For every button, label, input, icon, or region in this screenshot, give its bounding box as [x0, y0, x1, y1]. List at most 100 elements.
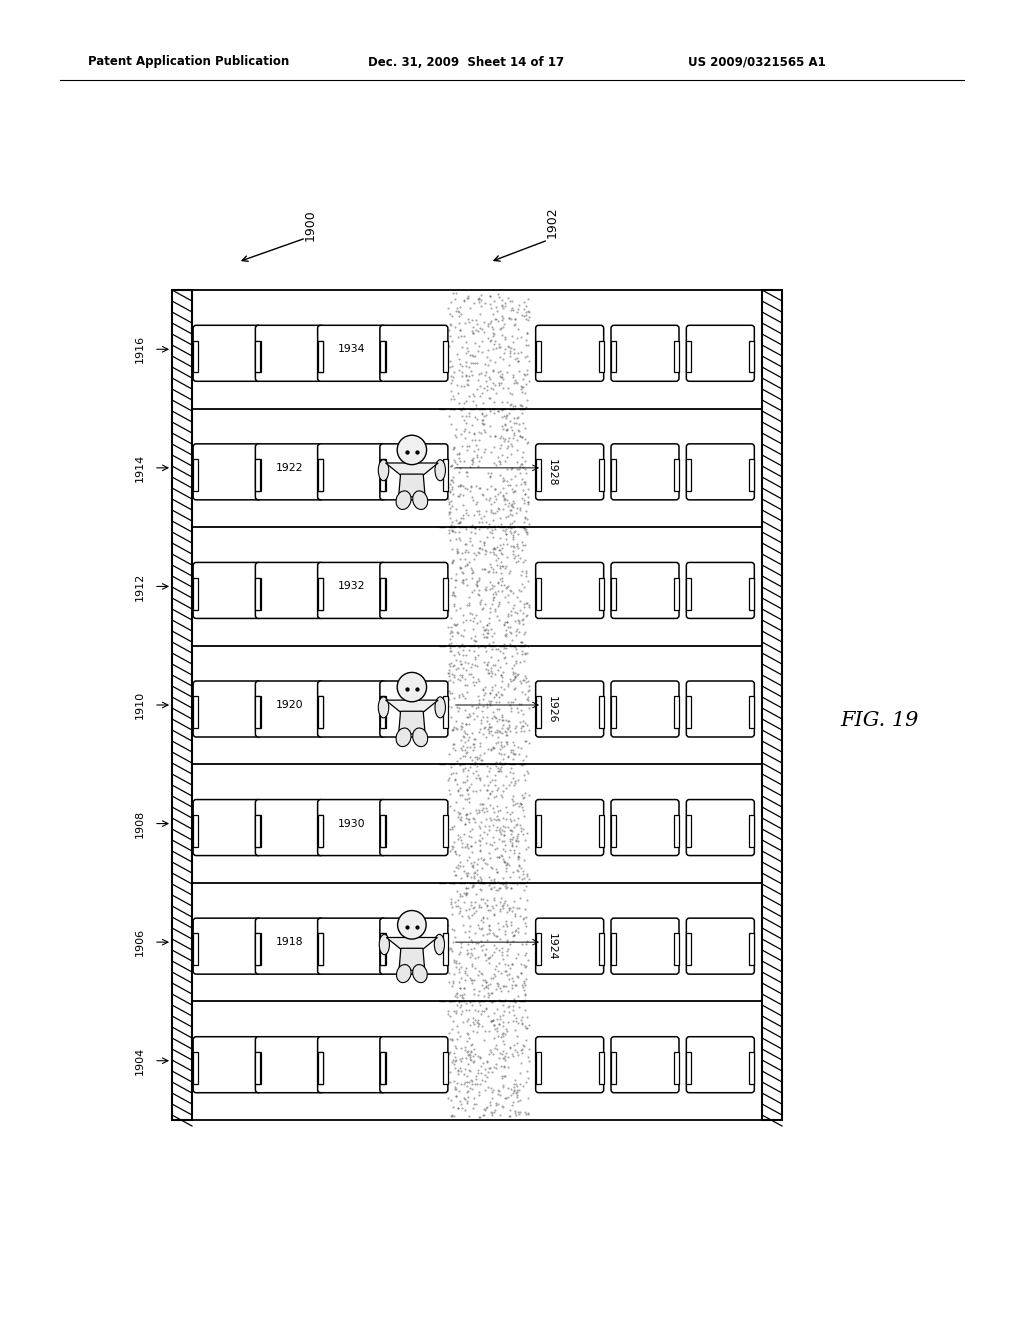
Bar: [611, 578, 616, 610]
Bar: [380, 341, 385, 372]
FancyBboxPatch shape: [380, 919, 447, 974]
Bar: [317, 578, 323, 610]
Bar: [599, 341, 604, 372]
Bar: [381, 933, 386, 965]
Circle shape: [397, 436, 427, 465]
Ellipse shape: [396, 729, 411, 747]
FancyBboxPatch shape: [686, 562, 755, 619]
FancyBboxPatch shape: [255, 444, 324, 500]
Bar: [194, 697, 198, 729]
Text: 1926: 1926: [547, 696, 557, 723]
Bar: [256, 578, 261, 610]
Bar: [750, 578, 755, 610]
Text: 1918: 1918: [275, 937, 303, 948]
Ellipse shape: [435, 459, 445, 480]
Bar: [686, 697, 691, 729]
Bar: [536, 697, 541, 729]
Bar: [686, 814, 691, 846]
Bar: [750, 697, 755, 729]
Bar: [380, 578, 385, 610]
Text: 1912: 1912: [135, 573, 145, 601]
Text: 1914: 1914: [135, 454, 145, 482]
Bar: [599, 1052, 604, 1084]
Bar: [442, 697, 447, 729]
Bar: [750, 933, 755, 965]
Text: Dec. 31, 2009  Sheet 14 of 17: Dec. 31, 2009 Sheet 14 of 17: [368, 55, 564, 69]
Polygon shape: [386, 700, 438, 713]
Bar: [256, 459, 261, 491]
Bar: [380, 933, 385, 965]
Text: Patent Application Publication: Patent Application Publication: [88, 55, 289, 69]
Bar: [599, 814, 604, 846]
Bar: [194, 933, 198, 965]
FancyBboxPatch shape: [536, 919, 604, 974]
FancyBboxPatch shape: [536, 325, 604, 381]
Polygon shape: [386, 937, 437, 949]
Text: 1900: 1900: [303, 209, 316, 240]
Bar: [536, 578, 541, 610]
Bar: [442, 1052, 447, 1084]
FancyBboxPatch shape: [194, 919, 261, 974]
Bar: [255, 933, 260, 965]
FancyBboxPatch shape: [536, 444, 604, 500]
FancyBboxPatch shape: [194, 444, 261, 500]
Circle shape: [397, 911, 426, 939]
Text: 1910: 1910: [135, 690, 145, 719]
FancyBboxPatch shape: [194, 800, 261, 855]
Bar: [318, 697, 324, 729]
Bar: [686, 578, 691, 610]
Bar: [611, 459, 616, 491]
Bar: [255, 459, 260, 491]
Polygon shape: [399, 948, 425, 970]
Bar: [381, 578, 386, 610]
Ellipse shape: [378, 697, 389, 718]
Bar: [750, 459, 755, 491]
Bar: [442, 933, 447, 965]
Bar: [750, 341, 755, 372]
Bar: [599, 697, 604, 729]
Bar: [318, 459, 324, 491]
Ellipse shape: [413, 965, 427, 982]
FancyBboxPatch shape: [611, 325, 679, 381]
Bar: [256, 1052, 261, 1084]
Bar: [599, 578, 604, 610]
Bar: [318, 578, 324, 610]
Bar: [381, 1052, 386, 1084]
Text: 1916: 1916: [135, 335, 145, 363]
Bar: [674, 933, 679, 965]
Bar: [536, 459, 541, 491]
FancyBboxPatch shape: [317, 444, 386, 500]
Bar: [381, 341, 386, 372]
Text: 1922: 1922: [275, 463, 303, 473]
Bar: [194, 1052, 198, 1084]
FancyBboxPatch shape: [611, 562, 679, 619]
Bar: [536, 933, 541, 965]
Text: 1920: 1920: [275, 700, 303, 710]
Bar: [255, 341, 260, 372]
Bar: [194, 578, 198, 610]
Bar: [380, 697, 385, 729]
Text: 1904: 1904: [135, 1047, 145, 1074]
Bar: [686, 1052, 691, 1084]
FancyBboxPatch shape: [255, 800, 324, 855]
FancyBboxPatch shape: [380, 562, 447, 619]
Bar: [256, 933, 261, 965]
Bar: [317, 341, 323, 372]
Bar: [536, 814, 541, 846]
Circle shape: [397, 672, 427, 702]
Bar: [255, 814, 260, 846]
Bar: [686, 933, 691, 965]
Bar: [256, 697, 261, 729]
Bar: [317, 814, 323, 846]
Ellipse shape: [378, 459, 389, 480]
Text: FIG. 19: FIG. 19: [841, 710, 920, 730]
Bar: [194, 341, 198, 372]
FancyBboxPatch shape: [380, 800, 447, 855]
Bar: [194, 459, 198, 491]
FancyBboxPatch shape: [380, 444, 447, 500]
Bar: [611, 814, 616, 846]
Text: 1932: 1932: [338, 581, 366, 591]
Bar: [442, 459, 447, 491]
Bar: [536, 1052, 541, 1084]
Text: 1908: 1908: [135, 809, 145, 838]
